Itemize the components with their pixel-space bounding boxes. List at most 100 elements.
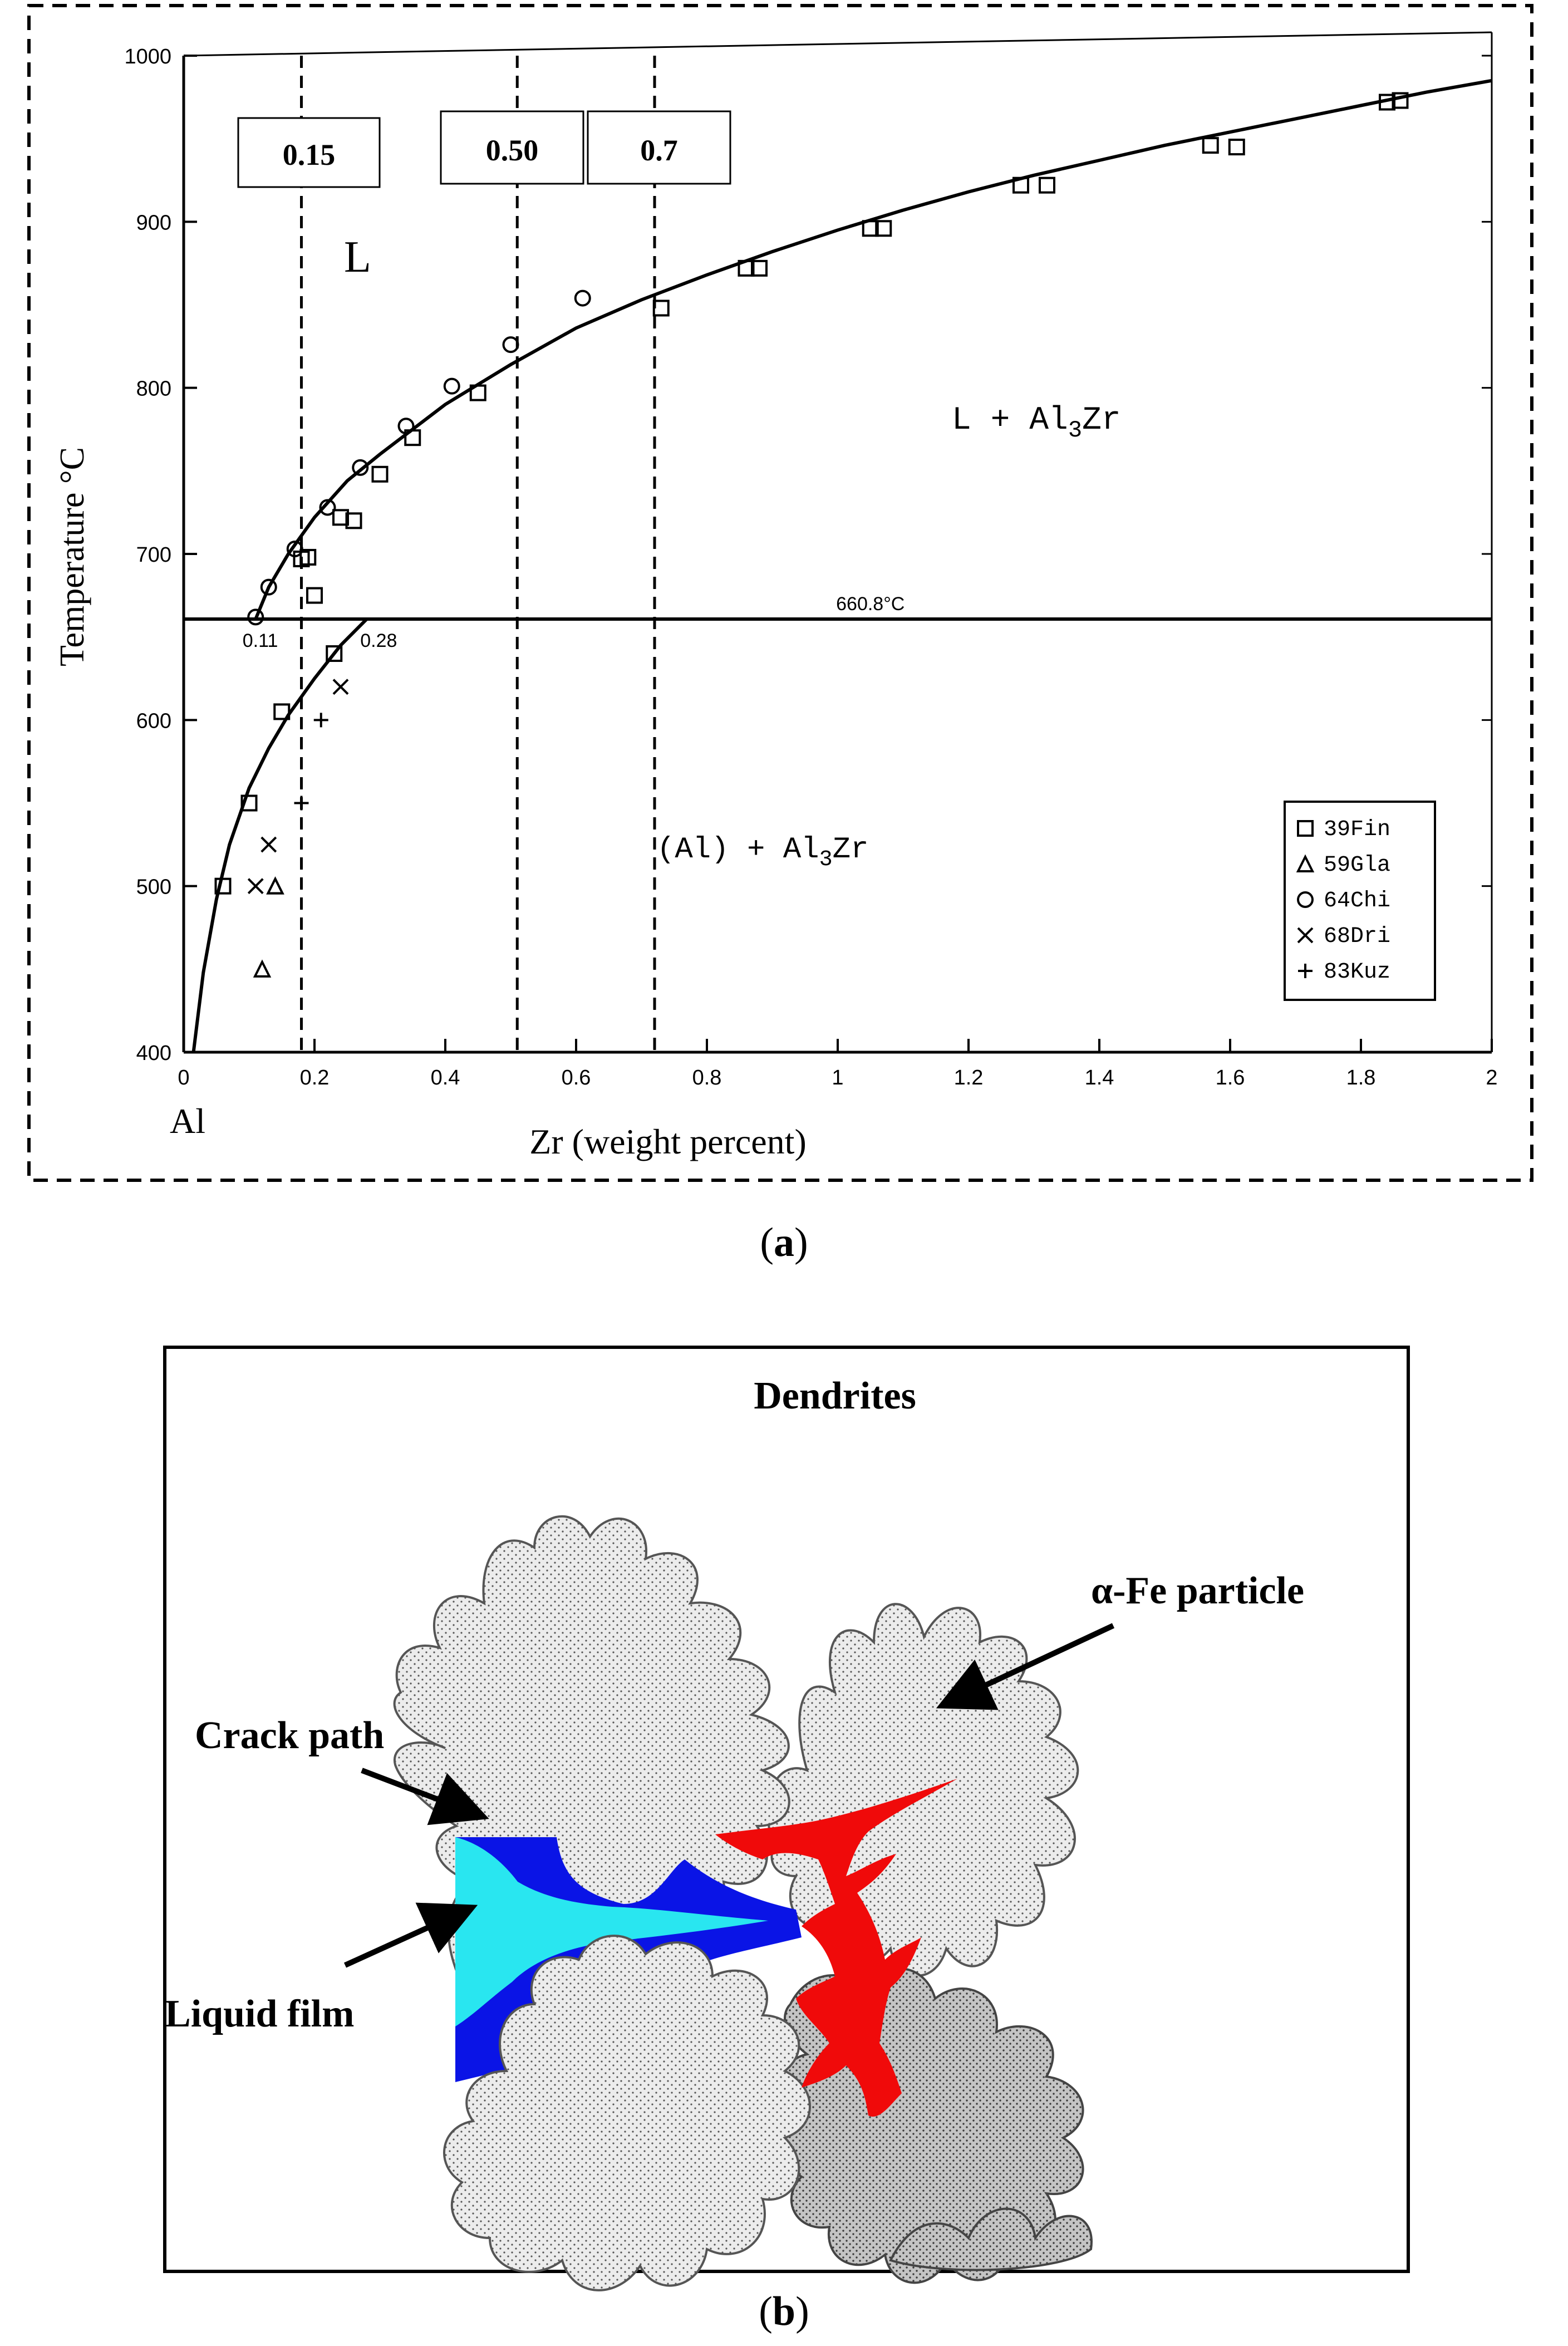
alpha-fe-particle xyxy=(715,1779,957,2117)
eutectic-right-composition: 0.28 xyxy=(360,630,397,651)
figure-a-phase-diagram: 400 500 600 700 800 900 1000 0 0.2 0.4 0.6 0.8 1 1.2… xyxy=(27,4,1533,1182)
marker-39fin xyxy=(299,548,317,566)
legend-marker-83kuz xyxy=(1298,964,1313,978)
x-tick-labels: 0 0.2 0.4 0.6 0.8 1 1.2 1.4 1.6 1.8 2 xyxy=(178,1066,1497,1089)
marker-39fin xyxy=(469,384,486,401)
svg-text:0.50: 0.50 xyxy=(486,134,539,167)
composition-box-050: 0.50 xyxy=(440,110,584,185)
label-liquid-film: Liquid film xyxy=(165,1992,354,2035)
eutectic-left-composition: 0.11 xyxy=(243,630,278,651)
dendrite-bottom xyxy=(443,1935,811,2291)
marker-64chi xyxy=(397,418,415,435)
label-alpha-fe-particle: α-Fe particle xyxy=(1091,1569,1304,1612)
marker-68dri xyxy=(260,836,277,853)
legend-entry-83kuz: 83Kuz xyxy=(1324,960,1390,985)
composition-box-015: 0.15 xyxy=(237,117,381,188)
arrow-liquid-film xyxy=(343,1902,478,1968)
marker-39fin xyxy=(326,645,343,662)
marker-39fin xyxy=(240,794,258,812)
y-tick-label: 500 xyxy=(136,876,171,899)
svg-text:0.7: 0.7 xyxy=(640,134,678,167)
marker-64chi xyxy=(574,289,591,307)
marker-59gla xyxy=(266,876,284,895)
x-tick-label: 0.2 xyxy=(300,1066,330,1089)
marker-64chi xyxy=(352,459,369,476)
liquidus-curve xyxy=(254,78,1492,620)
composition-box-07: 0.7 xyxy=(587,110,731,185)
x-axis-label: Zr (weight percent) xyxy=(529,1122,807,1161)
marker-39fin xyxy=(1012,176,1029,194)
figure-b-caption: (b) xyxy=(759,2289,809,2334)
marker-39fin xyxy=(652,300,670,317)
legend-marker-59gla xyxy=(1296,854,1315,872)
origin-label-al: Al xyxy=(170,1101,205,1141)
marker-64chi xyxy=(247,608,264,626)
marker-39fin xyxy=(875,220,892,237)
region-liquid-plus-al3zr-label: L + Al3Zr xyxy=(952,403,1121,444)
marker-39fin xyxy=(1228,139,1245,156)
data-markers xyxy=(214,92,1409,978)
marker-64chi xyxy=(260,578,277,596)
solvus-curve xyxy=(191,617,368,1053)
x-tick-label: 1.4 xyxy=(1085,1066,1114,1089)
arrow-crack-path xyxy=(361,1768,489,1825)
axis-ticks xyxy=(183,55,1493,1053)
figure-a-frame xyxy=(27,4,1533,1182)
arrow-alpha-fe xyxy=(936,1623,1115,1710)
region-solid-al-plus-al3zr-label: (Al) + Al3Zr xyxy=(657,833,868,872)
x-tick-label: 1 xyxy=(832,1066,843,1089)
x-tick-label: 2 xyxy=(1486,1066,1497,1089)
x-tick-label: 0.4 xyxy=(431,1066,460,1089)
figure-b-caption-letter: b xyxy=(772,2289,796,2334)
y-tick-label: 800 xyxy=(136,377,171,401)
marker-39fin xyxy=(332,509,349,526)
figure-b-dendrite-schematic: Dendrites α-Fe particle Crack path Liqui… xyxy=(163,1346,1410,2291)
y-tick-label: 600 xyxy=(136,709,171,733)
marker-39fin xyxy=(214,877,232,895)
dendrite-dark-lobes xyxy=(889,2207,1093,2271)
marker-64chi xyxy=(319,499,336,516)
eutectic-temperature-label: 660.8°C xyxy=(836,593,905,615)
y-tick-label: 400 xyxy=(136,1042,171,1065)
y-axis-label: Temperature °C xyxy=(53,447,91,666)
region-liquid-label: L xyxy=(344,233,371,282)
x-tick-label: 1.8 xyxy=(1346,1066,1376,1089)
x-tick-label: 0 xyxy=(178,1066,189,1089)
x-tick-label: 1.2 xyxy=(954,1066,984,1089)
y-tick-label: 900 xyxy=(136,211,171,234)
svg-text:0.15: 0.15 xyxy=(283,138,336,171)
marker-64chi xyxy=(286,541,303,558)
marker-39fin xyxy=(751,259,768,277)
legend-entry-39fin: 39Fin xyxy=(1324,817,1390,842)
legend: 39Fin 59Gla 64Chi 68Dri 83Kuz xyxy=(1284,801,1436,1001)
marker-68dri xyxy=(332,679,349,695)
legend-entry-59gla: 59Gla xyxy=(1324,853,1390,878)
x-tick-label: 0.8 xyxy=(692,1066,722,1089)
label-dendrites: Dendrites xyxy=(754,1375,916,1417)
y-tick-label: 700 xyxy=(136,543,171,567)
label-crack-path: Crack path xyxy=(195,1714,384,1757)
legend-entry-64chi: 64Chi xyxy=(1324,889,1390,914)
marker-39fin xyxy=(738,259,755,277)
marker-39fin xyxy=(1202,137,1219,154)
marker-68dri xyxy=(247,878,264,895)
marker-39fin xyxy=(1392,92,1409,109)
x-tick-label: 0.6 xyxy=(562,1066,591,1089)
y-tick-label: 1000 xyxy=(124,45,171,68)
marker-39fin xyxy=(371,465,389,483)
marker-83kuz xyxy=(294,796,309,811)
figure-a-caption-letter: a xyxy=(774,1220,794,1265)
marker-39fin xyxy=(306,587,323,604)
crack-path xyxy=(455,1837,768,2026)
marker-59gla xyxy=(253,959,272,978)
marker-39fin xyxy=(345,512,362,529)
marker-39fin xyxy=(1039,176,1055,194)
marker-64chi xyxy=(502,336,519,354)
x-tick-label: 1.6 xyxy=(1216,1066,1245,1089)
marker-64chi xyxy=(443,377,460,395)
legend-marker-64chi xyxy=(1297,891,1314,908)
y-tick-labels: 400 500 600 700 800 900 1000 xyxy=(124,45,171,1065)
legend-entry-68dri: 68Dri xyxy=(1324,924,1390,949)
marker-39fin xyxy=(862,220,879,237)
figure-a-caption: (a) xyxy=(760,1220,808,1265)
